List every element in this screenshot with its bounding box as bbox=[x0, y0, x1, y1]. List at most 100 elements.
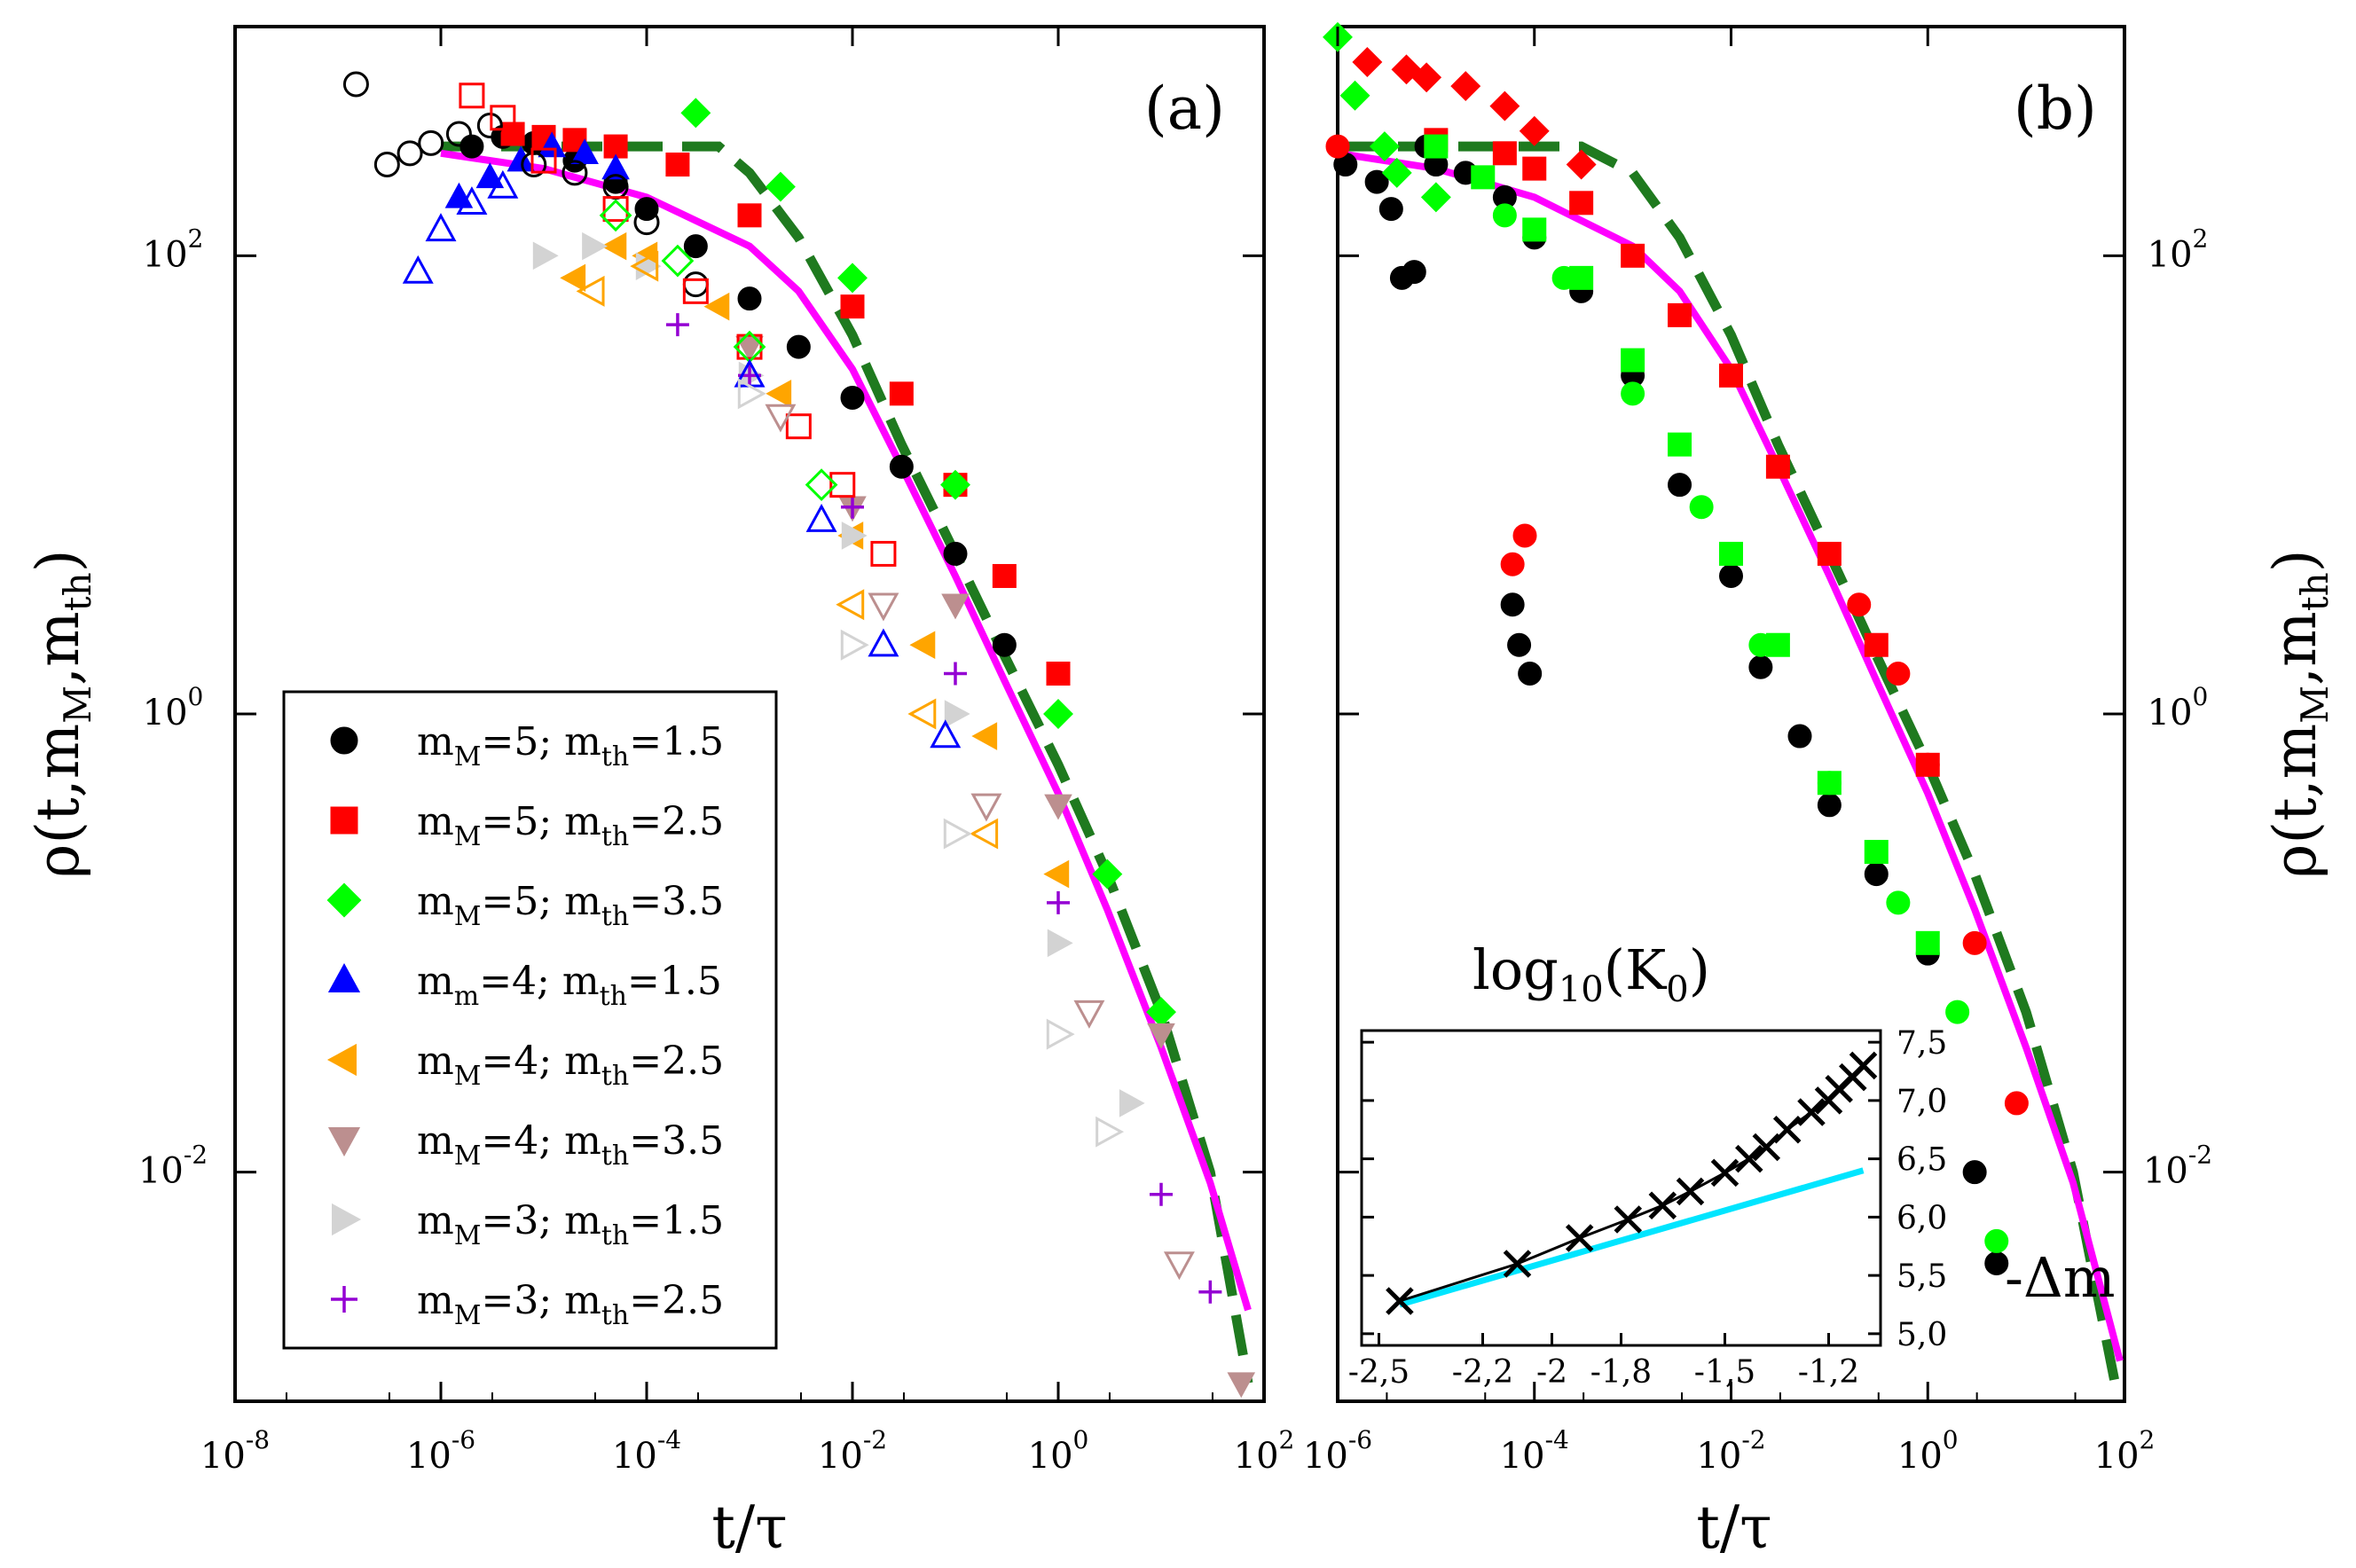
inset-xtick-label: -1,8 bbox=[1590, 1354, 1652, 1391]
legend-label: mM=3; mth=2.5 bbox=[417, 1278, 724, 1331]
panel-a-data-point bbox=[841, 495, 864, 519]
panel-a-data-point bbox=[665, 153, 690, 177]
panel-a-data-point bbox=[1198, 1280, 1222, 1304]
panel-b-data-point bbox=[1369, 131, 1400, 162]
panel-b-data-point bbox=[1569, 191, 1594, 216]
panel-a-data-point bbox=[943, 818, 972, 850]
panel-a-data-point bbox=[870, 540, 897, 567]
panel-b-data-point bbox=[1787, 724, 1812, 749]
legend-label: mM=5; mth=2.5 bbox=[417, 799, 724, 852]
panel-a-ytick-label: 10-2 bbox=[138, 1141, 208, 1192]
panel-a-data-point bbox=[1227, 1372, 1256, 1399]
panel-b-data-point bbox=[1522, 156, 1547, 181]
panel-b: 10-6 10-4 10-2 100 102 10-2 100 102 (b) t/τ ρ(t… bbox=[1303, 21, 2336, 1562]
panel-a-data-point bbox=[868, 628, 899, 657]
panel-b-tag: (b) bbox=[2014, 74, 2097, 143]
panel-a-data-point bbox=[418, 129, 444, 156]
panel-a-data-point bbox=[633, 209, 660, 236]
panel-b-xlabel: t/τ bbox=[1696, 1494, 1771, 1562]
inset-data-point bbox=[1648, 1191, 1677, 1219]
panel-a-ytick-label: 102 bbox=[143, 223, 204, 275]
panel-b-data-point bbox=[1864, 632, 1889, 657]
inset-data-point bbox=[1772, 1115, 1802, 1144]
inset-ytick-label: 6,5 bbox=[1897, 1142, 1947, 1179]
panel-b-data-point bbox=[1748, 655, 1773, 679]
panel-a-data-point bbox=[342, 71, 369, 98]
inset-xtick-label: -2,2 bbox=[1452, 1354, 1513, 1391]
inset-data-point bbox=[1565, 1224, 1594, 1252]
legend-marker bbox=[326, 882, 362, 918]
legend-marker bbox=[330, 726, 358, 755]
panel-b-data-point bbox=[1339, 80, 1370, 111]
inset-data-point bbox=[1849, 1051, 1878, 1080]
panel-a-data-point bbox=[840, 385, 865, 410]
panel-a-data-point bbox=[737, 378, 766, 410]
panel-b-data-point bbox=[1566, 149, 1597, 180]
panel-a-data-point bbox=[487, 169, 519, 199]
panel-a-data-point bbox=[805, 468, 838, 502]
panel-b-data-point bbox=[1507, 632, 1532, 657]
panel-a-data-point bbox=[889, 454, 914, 479]
panel-b-ytick-label: 100 bbox=[2148, 682, 2209, 733]
panel-b-data-point bbox=[1719, 363, 1743, 388]
inset-xtick-label: -2 bbox=[1536, 1354, 1567, 1391]
panel-b-data-point bbox=[1492, 203, 1517, 228]
panel-a-data-point bbox=[765, 171, 796, 202]
panel-b-data-point bbox=[1886, 890, 1911, 915]
panel-b-data-point bbox=[1765, 632, 1790, 657]
panel-a-data-point bbox=[805, 503, 837, 532]
panel-a-data-point bbox=[500, 122, 525, 146]
legend-label: mM=4; mth=2.5 bbox=[417, 1039, 724, 1092]
panel-a-data-point bbox=[582, 231, 608, 261]
panel-a-data-point bbox=[680, 98, 711, 129]
panel-a-xtick-label: 100 bbox=[1028, 1425, 1089, 1477]
panel-b-data-point bbox=[1984, 1228, 2009, 1253]
panel-a-data-point bbox=[459, 82, 485, 109]
panel-b-data-point bbox=[1847, 592, 1872, 617]
panel-a-data-point bbox=[445, 121, 472, 147]
panel-a-data-point bbox=[570, 138, 599, 165]
panel-a-data-point bbox=[1119, 1089, 1145, 1117]
panel-b-data-point bbox=[1621, 348, 1645, 372]
inset-data-point bbox=[1386, 1287, 1414, 1315]
panel-a-data-point bbox=[532, 241, 559, 270]
panel-a-data-point bbox=[836, 589, 865, 621]
panel-b-data-point bbox=[1668, 473, 1692, 498]
panel-a-data-point bbox=[971, 722, 998, 750]
inset-data-point bbox=[1614, 1205, 1643, 1234]
panel-a-data-point bbox=[941, 593, 970, 620]
panel-b-ylabel: ρ(t,mM,mth) bbox=[2261, 550, 2336, 879]
panel-b-data-point bbox=[1765, 454, 1790, 479]
panel-a-data-point bbox=[868, 592, 899, 622]
panel-a-data-point bbox=[576, 275, 605, 307]
panel-a-data-point bbox=[1047, 890, 1070, 914]
panel-a-data-point bbox=[630, 250, 659, 282]
panel-a-data-point bbox=[1047, 929, 1073, 958]
panel-b-data-point bbox=[1364, 169, 1389, 194]
inset-data-point bbox=[1503, 1250, 1532, 1278]
panel-b-data-point bbox=[1817, 771, 1842, 796]
panel-a-data-point bbox=[766, 380, 792, 408]
panel-a-data-point bbox=[1043, 859, 1070, 889]
panel-a-data-point bbox=[992, 563, 1017, 588]
inset-ytick-label: 5,5 bbox=[1897, 1258, 1947, 1295]
panel-a-data-point bbox=[1073, 1000, 1105, 1029]
inset-data-point bbox=[1676, 1177, 1705, 1206]
panel-a-data-point bbox=[601, 231, 627, 261]
panel-a-data-point bbox=[944, 700, 970, 728]
inset-xlabel: -Δm bbox=[2005, 1245, 2116, 1310]
panel-b-data-point bbox=[1420, 182, 1451, 213]
panel-b-data-point bbox=[1915, 752, 1940, 777]
panel-a-data-point bbox=[786, 334, 811, 359]
panel-a-data-point bbox=[507, 145, 536, 172]
panel-a-xtick-label: 10-6 bbox=[406, 1425, 475, 1477]
panel-a-tag: (a) bbox=[1144, 74, 1225, 143]
panel-a-data-point bbox=[490, 105, 516, 131]
legend: mM=5; mth=1.5mM=5; mth=2.5mM=5; mth=3.5m… bbox=[282, 690, 778, 1350]
panel-a-data-point bbox=[970, 818, 999, 850]
panel-b-xtick-label: 102 bbox=[2094, 1425, 2156, 1477]
panel-b-xtick-label: 10-6 bbox=[1303, 1425, 1372, 1477]
panel-b-data-point bbox=[1668, 432, 1692, 457]
panel-b-data-point bbox=[1621, 381, 1645, 406]
panel-a-xtick-label: 10-8 bbox=[200, 1425, 270, 1477]
